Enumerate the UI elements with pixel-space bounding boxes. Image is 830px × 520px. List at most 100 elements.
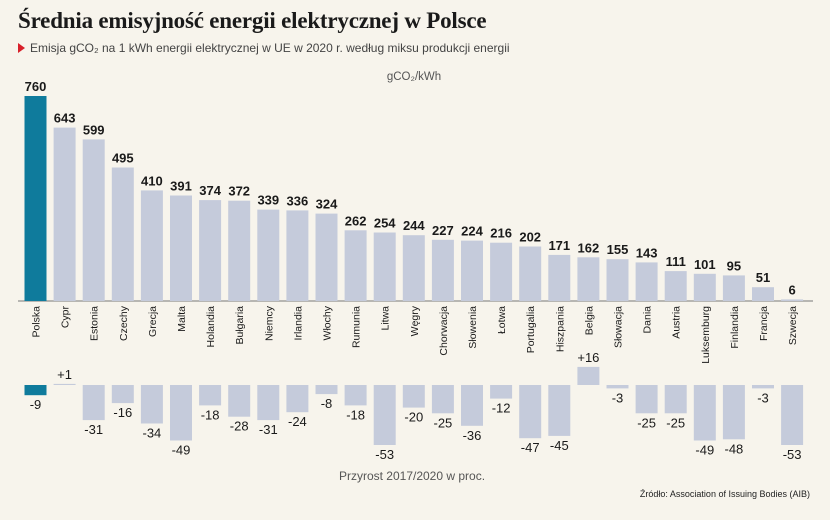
growth-bar-0 xyxy=(24,385,47,396)
chart-subtitle: Emisja gCO₂ na 1 kWh energii elektryczne… xyxy=(30,41,510,55)
emission-bar-0 xyxy=(24,96,47,301)
growth-value-label: -25 xyxy=(637,415,656,430)
category-label: Grecja xyxy=(147,306,159,337)
emission-value-label: 374 xyxy=(199,183,221,198)
emission-bar-14 xyxy=(431,239,454,301)
growth-bar-4 xyxy=(140,385,163,424)
emission-bar-12 xyxy=(373,232,396,301)
growth-bar-25 xyxy=(752,385,774,389)
growth-value-label: -47 xyxy=(521,440,540,455)
category-label: Słowacja xyxy=(613,306,625,348)
category-label: Słowenia xyxy=(467,306,479,349)
growth-bar-18 xyxy=(548,385,571,436)
growth-bar-6 xyxy=(199,385,222,406)
emission-bar-23 xyxy=(693,273,716,301)
emission-bar-2 xyxy=(82,139,105,301)
emission-bar-15 xyxy=(461,240,483,301)
category-label: Malta xyxy=(176,306,188,332)
emission-bar-26 xyxy=(781,299,804,301)
growth-bar-14 xyxy=(431,385,454,414)
emission-value-label: 51 xyxy=(756,270,770,285)
growth-value-label: -53 xyxy=(783,447,802,462)
growth-value-label: +1 xyxy=(57,367,72,382)
emission-value-label: 216 xyxy=(490,226,512,241)
growth-bar-10 xyxy=(315,385,338,395)
emission-value-label: 262 xyxy=(345,213,367,228)
category-label: Finlandia xyxy=(729,306,741,349)
growth-bar-24 xyxy=(722,385,745,440)
growth-bar-15 xyxy=(461,385,483,426)
emission-value-label: 324 xyxy=(316,197,338,212)
growth-bar-12 xyxy=(373,385,396,445)
emission-bar-10 xyxy=(315,213,338,301)
emission-bar-20 xyxy=(606,259,629,301)
category-label: Węgry xyxy=(409,305,421,336)
growth-value-label: -12 xyxy=(492,401,511,416)
source-note: Źródło: Association of Issuing Bodies (A… xyxy=(639,489,810,499)
growth-value-label: -20 xyxy=(404,410,423,425)
category-labels: Polska Cypr Estonia Czechy Grecja Malta Holand… xyxy=(31,305,800,364)
growth-value-label: -49 xyxy=(695,443,714,458)
growth-value-label: -16 xyxy=(113,405,132,420)
emission-value-label: 202 xyxy=(519,230,541,245)
category-label: Luksemburg xyxy=(700,306,712,364)
growth-bar-7 xyxy=(228,385,251,417)
category-label: Irlandia xyxy=(292,306,304,341)
growth-value-label: -53 xyxy=(375,447,394,462)
growth-bar-13 xyxy=(402,385,425,408)
growth-bars: -9+1-31-16-34-49-18-28 -31-24-8-18-53-20-… xyxy=(24,350,804,462)
emission-value-label: 143 xyxy=(636,245,658,260)
emission-bar-1 xyxy=(53,127,76,301)
growth-bar-20 xyxy=(606,385,629,389)
growth-bar-11 xyxy=(344,385,367,406)
growth-bar-3 xyxy=(111,385,134,404)
emission-bar-5 xyxy=(170,195,192,301)
emission-value-label: 410 xyxy=(141,173,163,188)
subtitle-marker-icon xyxy=(18,43,25,53)
growth-bar-23 xyxy=(693,385,716,441)
emission-value-label: 95 xyxy=(727,258,741,273)
growth-value-label: -3 xyxy=(612,390,624,405)
growth-bar-21 xyxy=(635,385,658,414)
growth-value-label: -25 xyxy=(666,415,685,430)
growth-bar-17 xyxy=(519,385,542,439)
growth-axis-title: Przyrost 2017/2020 w proc. xyxy=(339,469,485,483)
growth-value-label: -28 xyxy=(230,419,249,434)
category-label: Chorwacja xyxy=(438,306,450,356)
emission-bar-6 xyxy=(199,200,222,301)
emission-bar-16 xyxy=(490,242,513,301)
emission-value-label: 391 xyxy=(170,179,192,194)
emission-bar-7 xyxy=(228,200,251,301)
emission-bar-13 xyxy=(402,235,425,301)
category-label: Szwecja xyxy=(787,306,799,345)
emission-bar-8 xyxy=(257,209,280,301)
emission-value-label: 171 xyxy=(548,238,570,253)
y-axis-unit-label: gCO₂/kWh xyxy=(387,71,441,83)
category-label: Dania xyxy=(642,306,654,334)
growth-value-label: -18 xyxy=(346,407,365,422)
emission-value-label: 155 xyxy=(607,242,629,257)
category-label: Estonia xyxy=(89,306,101,341)
emission-bars: 760 643 599 495 410 391 374 372 339 336 324 262 254 2… xyxy=(24,79,804,301)
emission-value-label: 495 xyxy=(112,151,134,166)
emission-value-label: 336 xyxy=(287,193,309,208)
emission-bar-24 xyxy=(722,275,745,301)
growth-value-label: -8 xyxy=(321,396,333,411)
category-label: Francja xyxy=(758,306,770,341)
growth-bar-2 xyxy=(82,385,105,421)
emission-value-label: 6 xyxy=(788,282,795,297)
emission-bar-18 xyxy=(548,254,571,301)
growth-bar-26 xyxy=(781,385,804,445)
emission-bar-22 xyxy=(664,271,687,301)
category-label: Polska xyxy=(31,306,43,338)
emission-value-label: 162 xyxy=(578,240,600,255)
growth-value-label: -36 xyxy=(463,428,482,443)
growth-bar-5 xyxy=(170,385,192,441)
emission-value-label: 227 xyxy=(432,223,454,238)
growth-value-label: -48 xyxy=(725,441,744,456)
growth-value-label: -31 xyxy=(259,422,278,437)
category-label: Czechy xyxy=(118,305,130,341)
emission-value-label: 643 xyxy=(54,111,76,126)
growth-bar-22 xyxy=(664,385,687,414)
